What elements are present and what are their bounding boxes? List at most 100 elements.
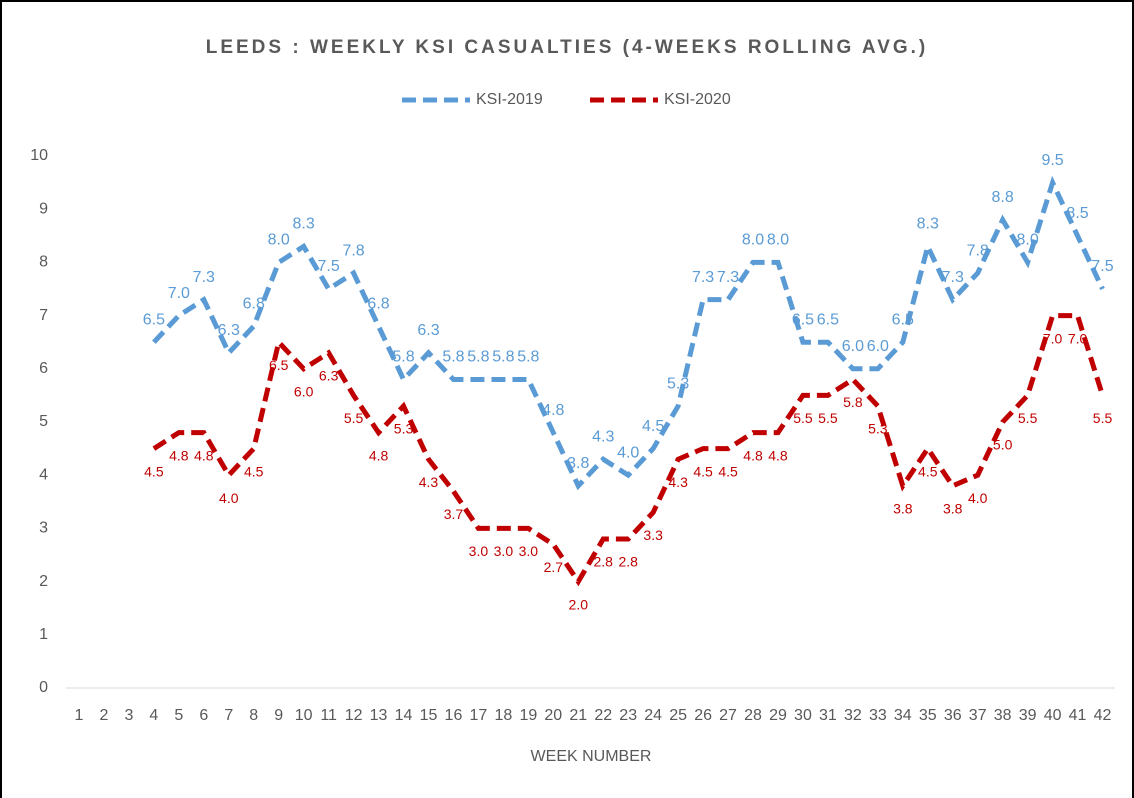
data-label: 8.3	[917, 216, 939, 233]
data-label: 6.0	[867, 338, 889, 355]
data-label: 8.3	[293, 216, 315, 233]
data-label: 8.0	[1017, 232, 1039, 249]
y-tick-label: 10	[30, 147, 48, 164]
data-label: 6.5	[817, 311, 839, 328]
data-label: 4.0	[219, 490, 239, 506]
data-label: 6.3	[417, 322, 439, 339]
x-tick-label: 15	[420, 707, 438, 724]
data-label: 4.5	[244, 463, 264, 479]
data-label: 5.5	[1093, 410, 1113, 426]
data-label: 6.3	[218, 322, 240, 339]
legend-label: KSI-2019	[476, 91, 543, 108]
data-label: 7.0	[1068, 330, 1088, 346]
x-tick-label: 32	[844, 707, 862, 724]
x-tick-label: 27	[719, 707, 737, 724]
series-line	[152, 313, 1105, 587]
data-label: 9.5	[1041, 152, 1063, 169]
data-label: 8.0	[767, 232, 789, 249]
data-label: 8.8	[992, 189, 1014, 206]
data-label: 4.8	[369, 447, 389, 463]
data-label: 6.5	[792, 311, 814, 328]
data-label: 7.0	[1043, 330, 1063, 346]
x-tick-label: 9	[274, 707, 283, 724]
x-tick-label: 6	[199, 707, 208, 724]
y-tick-label: 7	[39, 307, 48, 324]
data-label: 2.8	[593, 554, 613, 570]
x-tick-label: 18	[494, 707, 512, 724]
data-label: 5.8	[517, 349, 539, 366]
series-line	[152, 175, 1105, 491]
data-label: 4.5	[144, 463, 164, 479]
data-label: 7.5	[318, 258, 340, 275]
y-tick-label: 6	[39, 360, 48, 377]
data-label: 7.3	[692, 269, 714, 286]
data-label: 6.5	[892, 311, 914, 328]
x-tick-label: 34	[894, 707, 912, 724]
data-label: 4.5	[642, 418, 664, 435]
data-label: 5.8	[467, 349, 489, 366]
y-tick-label: 1	[39, 626, 48, 643]
data-label: 6.8	[243, 295, 265, 312]
data-label: 5.3	[394, 421, 414, 437]
data-label: 5.8	[442, 349, 464, 366]
x-tick-label: 21	[569, 707, 587, 724]
x-tick-label: 28	[744, 707, 762, 724]
y-tick-label: 5	[39, 413, 48, 430]
data-label: 4.3	[592, 428, 614, 445]
x-tick-label: 19	[519, 707, 537, 724]
x-tick-label: 35	[919, 707, 937, 724]
data-label: 7.5	[1091, 258, 1113, 275]
x-tick-label: 30	[794, 707, 812, 724]
data-label: 8.0	[268, 232, 290, 249]
data-label: 3.8	[943, 501, 963, 517]
x-tick-label: 5	[174, 707, 183, 724]
data-label: 3.0	[519, 543, 539, 559]
data-label: 2.0	[569, 596, 589, 612]
x-tick-label: 7	[224, 707, 233, 724]
x-tick-label: 20	[544, 707, 562, 724]
x-tick-label: 12	[345, 707, 363, 724]
legend-label: KSI-2020	[664, 91, 731, 108]
data-label: 8.5	[1066, 205, 1088, 222]
data-label: 4.8	[194, 447, 214, 463]
x-tick-label: 33	[869, 707, 887, 724]
x-tick-label: 4	[149, 707, 158, 724]
data-label: 4.0	[617, 444, 639, 461]
y-tick-label: 9	[39, 200, 48, 217]
data-label: 5.5	[793, 410, 813, 426]
x-tick-label: 41	[1069, 707, 1087, 724]
data-label: 3.8	[893, 501, 913, 517]
data-label: 6.3	[319, 368, 339, 384]
x-tick-label: 42	[1094, 707, 1112, 724]
x-tick-label: 25	[669, 707, 687, 724]
x-tick-label: 39	[1019, 707, 1037, 724]
data-label: 6.5	[143, 311, 165, 328]
data-label: 7.3	[942, 269, 964, 286]
x-tick-label: 3	[124, 707, 133, 724]
chart-title: LEEDS : WEEKLY KSI CASUALTIES (4-WEEKS R…	[206, 37, 929, 58]
data-label: 5.5	[344, 410, 364, 426]
data-label: 4.5	[693, 463, 713, 479]
data-label: 6.8	[367, 295, 389, 312]
data-label: 4.8	[768, 447, 788, 463]
data-label: 4.3	[419, 474, 439, 490]
data-label: 6.0	[294, 384, 314, 400]
data-label: 4.8	[542, 402, 564, 419]
data-label: 5.3	[868, 421, 888, 437]
x-axis-label: WEEK NUMBER	[531, 748, 652, 765]
data-label: 6.0	[842, 338, 864, 355]
data-label: 4.5	[918, 463, 938, 479]
data-label: 7.3	[717, 269, 739, 286]
x-tick-label: 2	[99, 707, 108, 724]
x-tick-label: 36	[944, 707, 962, 724]
x-tick-label: 29	[769, 707, 787, 724]
x-tick-label: 26	[694, 707, 712, 724]
x-tick-label: 38	[994, 707, 1012, 724]
data-label: 4.5	[718, 463, 738, 479]
x-tick-label: 17	[470, 707, 488, 724]
data-label: 7.0	[168, 285, 190, 302]
data-label: 5.8	[843, 394, 863, 410]
data-label: 3.0	[469, 543, 489, 559]
